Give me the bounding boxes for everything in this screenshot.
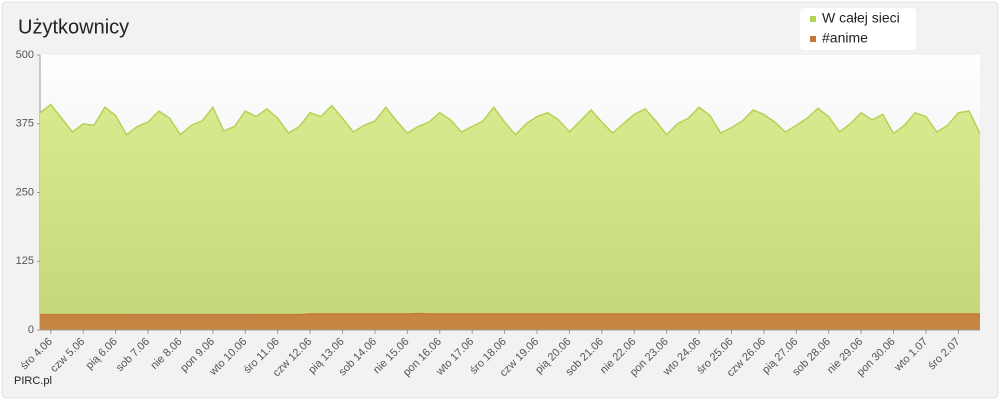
legend-swatch bbox=[810, 16, 816, 22]
legend-swatch bbox=[810, 36, 816, 42]
y-tick-label: 500 bbox=[16, 49, 34, 61]
series-line bbox=[40, 312, 980, 316]
y-tick-label: 375 bbox=[16, 118, 34, 130]
y-tick-label: 125 bbox=[16, 255, 34, 267]
y-tick-label: 0 bbox=[28, 324, 34, 336]
chart-title: Użytkownicy bbox=[18, 16, 129, 38]
credit: PIRC.pl bbox=[14, 375, 52, 387]
series-line bbox=[39, 103, 981, 136]
legend-label: W całej sieci bbox=[822, 10, 900, 26]
legend bbox=[800, 8, 916, 50]
area bbox=[40, 104, 980, 330]
y-tick-label: 250 bbox=[16, 186, 34, 198]
legend-label: #anime bbox=[822, 30, 868, 46]
area bbox=[40, 313, 980, 330]
